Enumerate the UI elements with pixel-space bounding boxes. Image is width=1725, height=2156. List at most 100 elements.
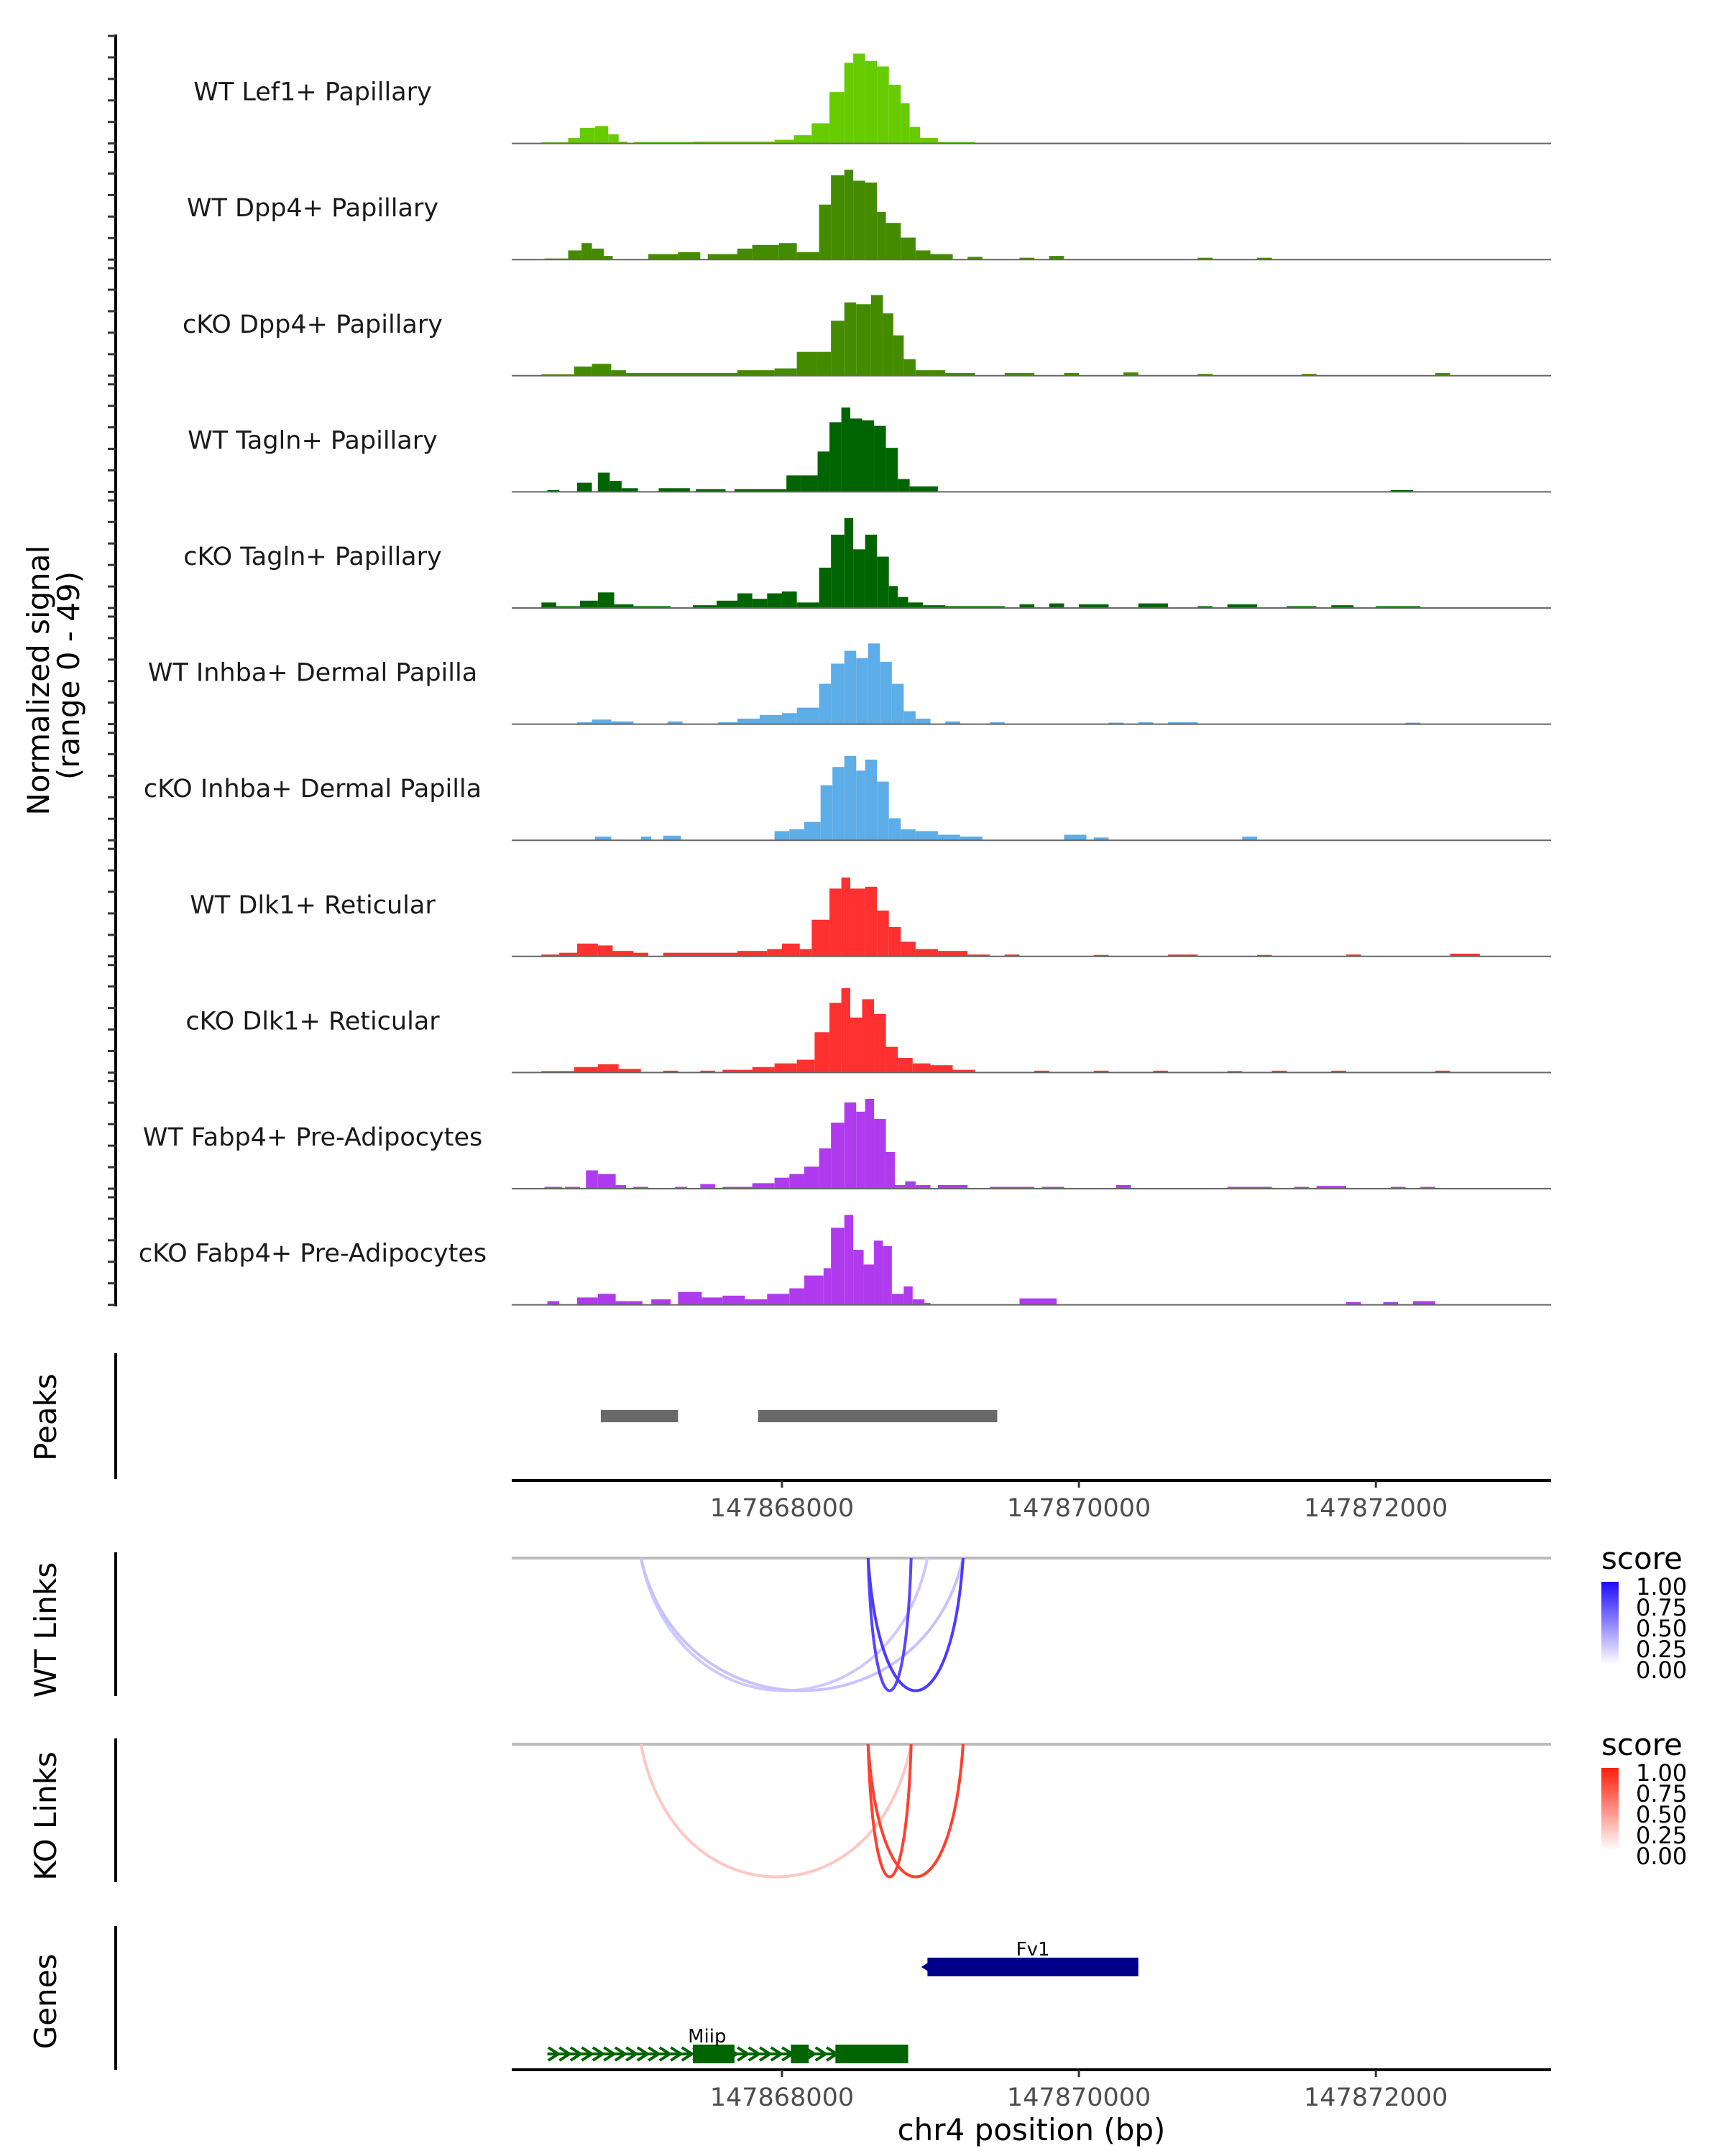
signal-bar [614, 604, 634, 608]
signal-bar [1049, 603, 1064, 608]
x-tick-label: 147872000 [1304, 1494, 1448, 1523]
signal-bar [1064, 834, 1087, 841]
signal-bar [888, 84, 901, 144]
signal-bar [841, 407, 850, 492]
x-tick-label: 147868000 [710, 2083, 854, 2112]
x-axis-title: chr4 position (bp) [898, 2112, 1166, 2147]
signal-bar [937, 951, 968, 957]
signal-bar [700, 1070, 716, 1073]
signal-bar [592, 719, 612, 724]
signal-bar [1041, 1187, 1064, 1189]
signal-bar [1197, 374, 1213, 376]
signal-bar [541, 1071, 574, 1073]
signal-bar [678, 252, 701, 260]
signal-bar [816, 351, 832, 376]
signal-bar [1138, 603, 1169, 608]
signal-bar [789, 1174, 804, 1189]
signal-bar [990, 1187, 1035, 1189]
coverage-track: cKO Tagln+ Papillary [183, 518, 1551, 609]
legend-title: score [1601, 1541, 1683, 1576]
signal-bar [844, 170, 854, 260]
signal-bar [592, 364, 612, 376]
signal-bar [1004, 954, 1020, 957]
signal-bar [888, 926, 901, 957]
signal-bar [696, 489, 726, 492]
signal-bar [717, 600, 737, 608]
signal-bar [580, 600, 598, 608]
x-tick-label: 147868000 [710, 1494, 854, 1523]
signal-bar [752, 244, 779, 260]
coverage-track: WT Dpp4+ Papillary [187, 170, 1551, 261]
signal-bar [1316, 1186, 1346, 1189]
signal-bar [1435, 1070, 1450, 1073]
coverage-track: WT Inhba+ Dermal Papilla [148, 643, 1551, 725]
signal-bar [990, 722, 1005, 724]
track-label: WT Lef1+ Papillary [193, 78, 432, 107]
signal-bar [574, 367, 592, 376]
signal-bar [1294, 1187, 1310, 1189]
signal-bar [1450, 953, 1480, 957]
signal-bar [1227, 1071, 1243, 1073]
y-axis-title-line2: (range 0 - 49) [51, 571, 86, 780]
legend-title: score [1601, 1727, 1683, 1762]
signal-bar [945, 606, 1005, 608]
signal-bar [565, 1187, 581, 1189]
signal-bar [856, 1111, 865, 1189]
signal-bar [862, 999, 875, 1073]
signal-bar [556, 606, 581, 608]
signal-bar [611, 721, 634, 724]
legend-tick-label: 0.00 [1636, 1843, 1687, 1870]
signal-bar [1197, 606, 1213, 608]
signal-bar [844, 1102, 857, 1189]
signal-bar [831, 321, 845, 376]
track-title: Peaks [28, 1373, 63, 1461]
signal-bar [937, 142, 975, 144]
gene-exon [927, 1958, 1138, 1976]
track-label: cKO Dlk1+ Reticular [185, 1007, 440, 1036]
coverage-track: cKO Inhba+ Dermal Papilla [144, 755, 1551, 842]
signal-bar [829, 92, 845, 144]
signal-bar [831, 1123, 845, 1189]
signal-bar [920, 137, 938, 144]
signal-bar [1390, 489, 1413, 492]
link-arc [639, 1557, 965, 1692]
signal-bar [1093, 1070, 1109, 1073]
signal-bar [912, 1063, 931, 1073]
signal-bar [960, 837, 983, 841]
signal-bar [618, 1069, 641, 1073]
signal-bar [841, 877, 850, 957]
signal-bar [597, 1174, 616, 1189]
signal-bar [930, 254, 953, 260]
signal-bar [891, 683, 904, 724]
signal-bar [1049, 256, 1064, 260]
signal-bar [610, 481, 622, 492]
signal-bar [915, 250, 931, 260]
signal-bar [651, 1299, 671, 1305]
signal-bar [658, 488, 690, 492]
signal-bar [1116, 1184, 1131, 1189]
signal-bar [850, 888, 865, 957]
signal-bar [898, 1057, 913, 1073]
signal-bar [886, 1151, 895, 1189]
signal-bar [877, 556, 889, 608]
signal-bar [1093, 954, 1109, 957]
x-tick-label: 147872000 [1304, 2083, 1448, 2112]
coverage-track: cKO Dlk1+ Reticular [185, 988, 1551, 1074]
signal-bar [1153, 1070, 1169, 1073]
signal-bar [541, 374, 574, 376]
signal-bar [915, 370, 946, 376]
signal-bar [853, 53, 865, 144]
signal-bar [924, 1303, 931, 1305]
signal-bar [586, 1170, 598, 1189]
signal-bar [576, 722, 592, 724]
legend-tick-label: 1.00 [1636, 1573, 1687, 1600]
signal-bar [700, 1184, 716, 1189]
gene-name-label: Fv1 [1016, 1939, 1050, 1961]
signal-bar [844, 755, 857, 841]
legend-tick-label: 0.75 [1636, 1594, 1687, 1621]
signal-bar [594, 126, 609, 144]
signal-bar [1405, 722, 1421, 724]
coverage-track: cKO Dpp4+ Papillary [183, 295, 1551, 377]
signal-bar [865, 759, 878, 841]
